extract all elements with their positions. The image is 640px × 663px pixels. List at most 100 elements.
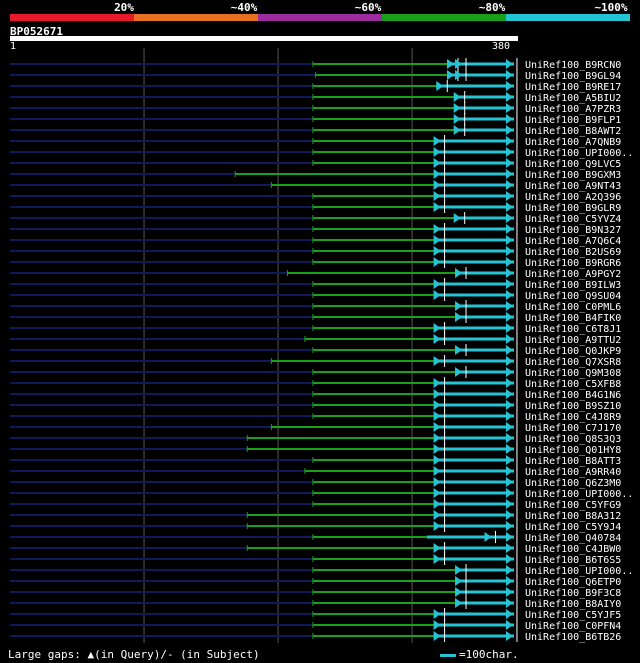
legend-swatch-80 bbox=[382, 14, 506, 21]
segment-arrow bbox=[505, 213, 513, 223]
segment-arrow bbox=[433, 147, 441, 157]
hit-label: UniRef100_B9N327 bbox=[525, 225, 621, 236]
hit-label: UniRef100_Q01HY8 bbox=[525, 445, 621, 456]
hit-label: UniRef100_Q9M308 bbox=[525, 368, 621, 379]
hit-label: UniRef100_B8AWT2 bbox=[525, 126, 621, 137]
gaps-footnote: Large gaps: ▲(in Query)/- (in Subject) bbox=[8, 648, 260, 661]
segment-arrow bbox=[455, 301, 463, 311]
segment-arrow bbox=[433, 246, 441, 256]
segment-arrow bbox=[505, 180, 513, 190]
hit-label: UniRef100_B9GL94 bbox=[525, 71, 621, 82]
segment-arrow bbox=[453, 103, 461, 113]
scale-key: =100char. bbox=[440, 648, 519, 661]
segment-arrow bbox=[505, 224, 513, 234]
segment-arrow bbox=[505, 92, 513, 102]
identity-color-legend bbox=[10, 14, 630, 21]
segment-arrow bbox=[505, 279, 513, 289]
segment-arrow bbox=[433, 323, 441, 333]
hit-label: UniRef100_C5YFG9 bbox=[525, 500, 621, 511]
segment-arrow bbox=[505, 411, 513, 421]
segment-arrow bbox=[433, 389, 441, 399]
segment-arrow bbox=[433, 191, 441, 201]
legend-swatch-40 bbox=[134, 14, 258, 21]
segment-arrow bbox=[505, 257, 513, 267]
hit-label: UniRef100_Q0JKP9 bbox=[525, 346, 621, 357]
segment-arrow bbox=[455, 598, 463, 608]
query-start-label: 1 bbox=[10, 41, 17, 52]
hit-label: UniRef100_B9SZ10 bbox=[525, 401, 621, 412]
segment-arrow bbox=[433, 609, 441, 619]
segment-arrow bbox=[455, 367, 463, 377]
segment-arrow bbox=[505, 422, 513, 432]
hit-label: UniRef100_UPI000.. bbox=[525, 148, 633, 159]
legend-label-40: ~40% bbox=[230, 1, 258, 14]
segment-arrow bbox=[433, 411, 441, 421]
segment-arrow bbox=[455, 70, 463, 80]
segment-arrow bbox=[433, 433, 441, 443]
segment-arrow bbox=[505, 158, 513, 168]
segment-arrow bbox=[505, 235, 513, 245]
segment-arrow bbox=[505, 59, 513, 69]
segment-arrow bbox=[505, 290, 513, 300]
segment-arrow bbox=[505, 510, 513, 520]
hit-label: UniRef100_C0PML6 bbox=[525, 302, 621, 313]
segment-arrow bbox=[505, 246, 513, 256]
segment-arrow bbox=[505, 400, 513, 410]
hit-label: UniRef100_C5YVZ4 bbox=[525, 214, 621, 225]
hit-label: UniRef100_B2US69 bbox=[525, 247, 621, 258]
hit-label: UniRef100_Q9SU04 bbox=[525, 291, 621, 302]
legend-label-100: ~100% bbox=[594, 1, 628, 14]
hit-label: UniRef100_C5YJF5 bbox=[525, 610, 621, 621]
segment-arrow bbox=[453, 213, 461, 223]
hit-label: UniRef100_B6TB26 bbox=[525, 632, 621, 643]
hit-label: UniRef100_B9ILW3 bbox=[525, 280, 621, 291]
legend-label-20: 20% bbox=[114, 1, 134, 14]
segment-arrow bbox=[446, 59, 454, 69]
hit-label: UniRef100_C7J170 bbox=[525, 423, 621, 434]
segment-arrow bbox=[433, 466, 441, 476]
segment-arrow bbox=[455, 268, 463, 278]
segment-arrow bbox=[505, 444, 513, 454]
hit-label: UniRef100_A9TTU2 bbox=[525, 335, 621, 346]
segment-arrow bbox=[433, 422, 441, 432]
hit-label: UniRef100_B8A312 bbox=[525, 511, 621, 522]
segment-arrow bbox=[505, 598, 513, 608]
hit-label: UniRef100_B9RE17 bbox=[525, 82, 621, 93]
hit-label: UniRef100_Q9LVC5 bbox=[525, 159, 621, 170]
query-end-label: 380 bbox=[492, 41, 511, 52]
segment-arrow bbox=[505, 565, 513, 575]
segment-arrow bbox=[505, 576, 513, 586]
segment-arrow bbox=[505, 378, 513, 388]
segment-arrow bbox=[505, 367, 513, 377]
segment-arrow bbox=[505, 202, 513, 212]
hit-label: UniRef100_C6T8J1 bbox=[525, 324, 621, 335]
segment-arrow bbox=[505, 609, 513, 619]
hit-label: UniRef100_A7Q6C4 bbox=[525, 236, 621, 247]
legend-label-60: ~60% bbox=[354, 1, 382, 14]
segment-arrow bbox=[453, 92, 461, 102]
hit-label: UniRef100_C5Y9J4 bbox=[525, 522, 621, 533]
segment-arrow bbox=[433, 136, 441, 146]
hit-label: UniRef100_Q7XSR8 bbox=[525, 357, 621, 368]
legend-swatch-20 bbox=[10, 14, 134, 21]
segment-arrow bbox=[505, 543, 513, 553]
segment-arrow bbox=[433, 290, 441, 300]
hit-label: UniRef100_B8AIY0 bbox=[525, 599, 621, 610]
segment-arrow bbox=[505, 169, 513, 179]
hit-label: UniRef100_UPI000.. bbox=[525, 489, 633, 500]
segment-arrow bbox=[433, 279, 441, 289]
segment-arrow bbox=[505, 301, 513, 311]
hit-label: UniRef100_B8ATT3 bbox=[525, 456, 621, 467]
legend-label-80: ~80% bbox=[478, 1, 506, 14]
segment-arrow bbox=[505, 81, 513, 91]
segment-arrow bbox=[455, 312, 463, 322]
segment-arrow bbox=[455, 59, 463, 69]
hit-label: UniRef100_B9F3C8 bbox=[525, 588, 621, 599]
segment-arrow bbox=[505, 356, 513, 366]
segment-arrow bbox=[505, 433, 513, 443]
hit-label: UniRef100_Q6ETP0 bbox=[525, 577, 621, 588]
segment-arrow bbox=[505, 103, 513, 113]
segment-arrow bbox=[433, 477, 441, 487]
segment-arrow bbox=[433, 631, 441, 641]
